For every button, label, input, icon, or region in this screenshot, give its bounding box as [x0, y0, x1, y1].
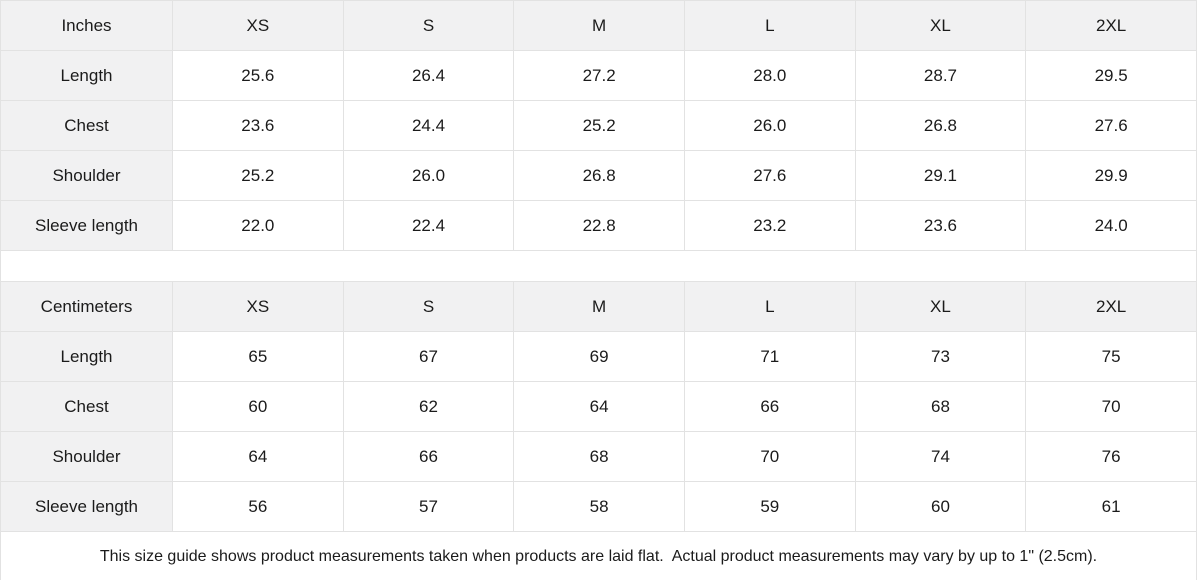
table-row: Chest 23.6 24.4 25.2 26.0 26.8 27.6: [0, 100, 1197, 151]
row-label-sleeve-length: Sleeve length: [0, 200, 173, 251]
measurement-cell: 24.4: [342, 100, 515, 151]
size-column-header-xs: XS: [172, 0, 344, 51]
table-row: Length 65 67 69 71 73 75: [0, 331, 1197, 382]
size-column-header-l: L: [683, 281, 856, 332]
measurement-cell: 71: [683, 331, 856, 382]
size-column-header-2xl: 2XL: [1025, 0, 1197, 51]
row-label-length: Length: [0, 331, 173, 382]
measurement-cell: 65: [172, 331, 344, 382]
row-label-shoulder: Shoulder: [0, 150, 173, 201]
measurement-cell: 58: [513, 481, 685, 532]
measurement-cell: 28.7: [854, 50, 1027, 101]
centimeters-table: Centimeters XS S M L XL 2XL Length 65 67…: [0, 281, 1197, 532]
measurement-cell: 24.0: [1025, 200, 1197, 251]
row-label-shoulder: Shoulder: [0, 431, 173, 482]
table-row: Sleeve length 56 57 58 59 60 61: [0, 481, 1197, 532]
measurement-cell: 56: [172, 481, 344, 532]
measurement-cell: 25.6: [172, 50, 344, 101]
measurement-cell: 66: [342, 431, 515, 482]
measurement-cell: 75: [1025, 331, 1197, 382]
measurement-cell: 73: [854, 331, 1027, 382]
measurement-cell: 26.8: [854, 100, 1027, 151]
row-label-chest: Chest: [0, 381, 173, 432]
size-guide-note: This size guide shows product measuremen…: [0, 532, 1197, 580]
measurement-cell: 22.0: [172, 200, 344, 251]
measurement-cell: 25.2: [513, 100, 685, 151]
measurement-cell: 64: [172, 431, 344, 482]
table-row: Shoulder 25.2 26.0 26.8 27.6 29.1 29.9: [0, 150, 1197, 201]
measurement-cell: 29.9: [1025, 150, 1197, 201]
table-row: Sleeve length 22.0 22.4 22.8 23.2 23.6 2…: [0, 200, 1197, 251]
size-column-header-l: L: [683, 0, 856, 51]
measurement-cell: 27.2: [513, 50, 685, 101]
table-row: Shoulder 64 66 68 70 74 76: [0, 431, 1197, 482]
size-column-header-s: S: [342, 0, 515, 51]
measurement-cell: 27.6: [1025, 100, 1197, 151]
measurement-cell: 25.2: [172, 150, 344, 201]
measurement-cell: 64: [513, 381, 685, 432]
unit-header-centimeters: Centimeters: [0, 281, 173, 332]
measurement-cell: 27.6: [683, 150, 856, 201]
size-column-header-xl: XL: [854, 281, 1027, 332]
centimeters-header-row: Centimeters XS S M L XL 2XL: [0, 281, 1197, 332]
measurement-cell: 26.8: [513, 150, 685, 201]
measurement-cell: 60: [172, 381, 344, 432]
measurement-cell: 68: [513, 431, 685, 482]
row-label-sleeve-length: Sleeve length: [0, 481, 173, 532]
table-row: Chest 60 62 64 66 68 70: [0, 381, 1197, 432]
size-column-header-xl: XL: [854, 0, 1027, 51]
measurement-cell: 26.0: [342, 150, 515, 201]
size-column-header-m: M: [513, 0, 685, 51]
measurement-cell: 26.4: [342, 50, 515, 101]
measurement-cell: 76: [1025, 431, 1197, 482]
size-column-header-2xl: 2XL: [1025, 281, 1197, 332]
size-column-header-m: M: [513, 281, 685, 332]
measurement-cell: 70: [683, 431, 856, 482]
inches-header-row: Inches XS S M L XL 2XL: [0, 0, 1197, 51]
measurement-cell: 68: [854, 381, 1027, 432]
row-label-chest: Chest: [0, 100, 173, 151]
measurement-cell: 29.5: [1025, 50, 1197, 101]
measurement-cell: 59: [683, 481, 856, 532]
measurement-cell: 67: [342, 331, 515, 382]
row-label-length: Length: [0, 50, 173, 101]
inches-table: Inches XS S M L XL 2XL Length 25.6 26.4 …: [0, 0, 1197, 251]
measurement-cell: 74: [854, 431, 1027, 482]
measurement-cell: 62: [342, 381, 515, 432]
measurement-cell: 22.8: [513, 200, 685, 251]
measurement-cell: 26.0: [683, 100, 856, 151]
measurement-cell: 29.1: [854, 150, 1027, 201]
measurement-cell: 22.4: [342, 200, 515, 251]
measurement-cell: 60: [854, 481, 1027, 532]
size-column-header-s: S: [342, 281, 515, 332]
measurement-cell: 57: [342, 481, 515, 532]
measurement-cell: 61: [1025, 481, 1197, 532]
size-column-header-xs: XS: [172, 281, 344, 332]
unit-header-inches: Inches: [0, 0, 173, 51]
measurement-cell: 28.0: [683, 50, 856, 101]
table-gap: [0, 251, 1197, 281]
measurement-cell: 23.6: [854, 200, 1027, 251]
measurement-cell: 66: [683, 381, 856, 432]
measurement-cell: 23.2: [683, 200, 856, 251]
measurement-cell: 23.6: [172, 100, 344, 151]
measurement-cell: 70: [1025, 381, 1197, 432]
measurement-cell: 69: [513, 331, 685, 382]
table-row: Length 25.6 26.4 27.2 28.0 28.7 29.5: [0, 50, 1197, 101]
